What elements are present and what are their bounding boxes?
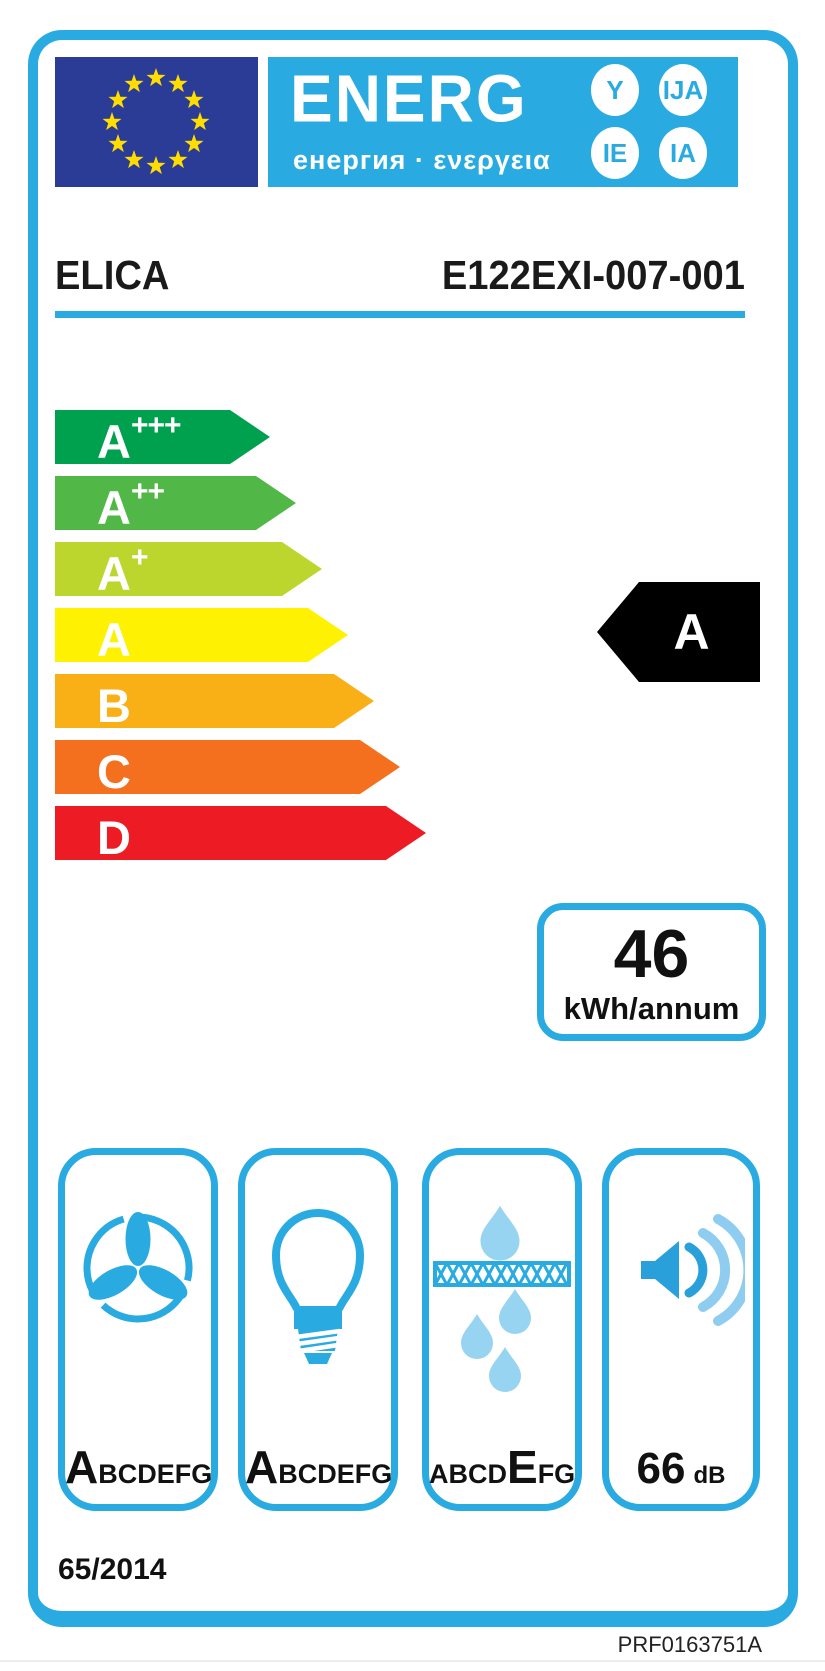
- scale-arrow-b: B: [55, 674, 374, 728]
- scale-plus: +++: [130, 409, 181, 442]
- lighting-grade: A: [245, 1441, 279, 1493]
- annual-energy-value: 46: [613, 916, 690, 992]
- lighting-grade-row: ABCDEFG: [245, 1441, 393, 1493]
- scale-letter: C: [97, 744, 131, 798]
- scale-arrow-a-plus3: A+++: [55, 410, 270, 464]
- eu-flag: [55, 57, 258, 187]
- scale-arrow-a: A: [55, 608, 348, 662]
- lighting-efficiency-box: ABCDEFG: [238, 1148, 398, 1511]
- regulation-number: 65/2014: [58, 1553, 167, 1586]
- lang-circle-ija: IJA: [659, 64, 707, 116]
- noise-value: 66: [636, 1444, 686, 1493]
- speaker-icon: [641, 1214, 745, 1326]
- scale-letter: D: [97, 810, 131, 864]
- reference-code: PRF0163751A: [617, 1632, 762, 1657]
- grease-grade: E: [507, 1441, 538, 1493]
- fan-grade-row: ABCDEFG: [65, 1441, 213, 1493]
- energ-title: ENERG: [290, 60, 528, 137]
- energ-logo: ENERG енергия · ενεργεια Y IJA IE IA: [268, 57, 738, 187]
- scale-letter: A: [97, 480, 131, 534]
- scale-letter: A: [97, 612, 131, 666]
- energ-subtitle: енергия · ενεργεια: [293, 145, 551, 175]
- grease-grade-row: ABCDEFG: [429, 1441, 576, 1493]
- model-number: E122EXI-007-001: [441, 252, 745, 298]
- scale-plus: ++: [130, 475, 164, 508]
- scale-letter: B: [97, 678, 131, 732]
- scale-arrow-a-plus1: A+: [55, 542, 322, 596]
- brand-name: ELICA: [55, 252, 170, 298]
- bulb-icon: [272, 1209, 364, 1364]
- lang-circle-y: Y: [591, 64, 639, 116]
- scale-arrow-d: D: [55, 806, 426, 860]
- fan-grade: A: [65, 1441, 99, 1493]
- bottom-hairline: [0, 1660, 825, 1662]
- noise-value-row: 66 dB: [609, 1444, 753, 1494]
- annual-energy-box: 46 kWh/annum: [537, 903, 766, 1041]
- scale-plus: +: [130, 541, 148, 574]
- scale-arrow-c: C: [55, 740, 400, 794]
- grease-filter-box: ABCDEFG: [422, 1148, 582, 1511]
- scale-letter: A: [97, 414, 131, 468]
- fan-efficiency-box: ABCDEFG: [58, 1148, 218, 1511]
- scale-arrow-a-plus2: A++: [55, 476, 296, 530]
- lang-circle-ia: IA: [659, 127, 707, 179]
- annual-energy-unit: kWh/annum: [563, 991, 740, 1026]
- noise-level-box: 66 dB: [602, 1148, 760, 1511]
- grease-filter-icon: [433, 1205, 571, 1392]
- header-divider: [55, 311, 745, 318]
- lang-circle-ie: IE: [591, 127, 639, 179]
- noise-unit: dB: [693, 1462, 726, 1489]
- fan-icon: [83, 1212, 193, 1323]
- scale-letter: A: [97, 546, 131, 600]
